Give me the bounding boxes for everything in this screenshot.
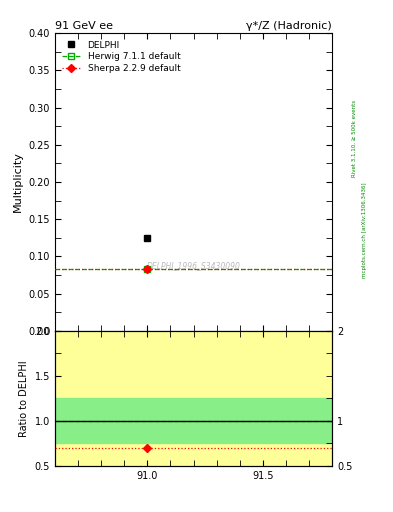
Y-axis label: Ratio to DELPHI: Ratio to DELPHI — [19, 360, 29, 437]
Text: Rivet 3.1.10, ≥ 500k events: Rivet 3.1.10, ≥ 500k events — [352, 100, 357, 177]
Bar — [55, 331, 332, 466]
Bar — [55, 398, 332, 443]
Text: DELPHI_1996_S3430090: DELPHI_1996_S3430090 — [147, 261, 241, 270]
Text: γ*/Z (Hadronic): γ*/Z (Hadronic) — [246, 21, 332, 31]
Legend: DELPHI, Herwig 7.1.1 default, Sherpa 2.2.9 default: DELPHI, Herwig 7.1.1 default, Sherpa 2.2… — [59, 38, 183, 76]
Text: 91 GeV ee: 91 GeV ee — [55, 21, 113, 31]
Y-axis label: Multiplicity: Multiplicity — [13, 152, 23, 212]
Text: mcplots.cern.ch [arXiv:1306.3436]: mcplots.cern.ch [arXiv:1306.3436] — [362, 183, 367, 278]
